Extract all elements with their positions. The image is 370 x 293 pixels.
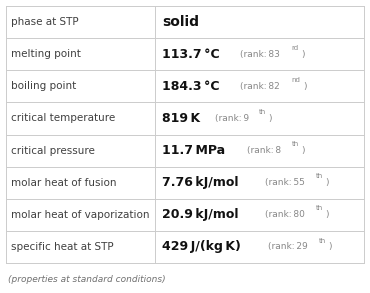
Text: (rank: 9: (rank: 9 bbox=[215, 114, 249, 123]
Text: 819 K: 819 K bbox=[162, 112, 200, 125]
Text: molar heat of vaporization: molar heat of vaporization bbox=[11, 210, 149, 220]
Text: critical pressure: critical pressure bbox=[11, 146, 95, 156]
Text: ): ) bbox=[303, 82, 306, 91]
Text: nd: nd bbox=[292, 77, 300, 83]
Text: (properties at standard conditions): (properties at standard conditions) bbox=[8, 275, 166, 285]
Text: 7.76 kJ/mol: 7.76 kJ/mol bbox=[162, 176, 239, 189]
Text: (rank: 80: (rank: 80 bbox=[265, 210, 305, 219]
Text: (rank: 82: (rank: 82 bbox=[240, 82, 280, 91]
Text: 429 J/(kg K): 429 J/(kg K) bbox=[162, 241, 241, 253]
Text: ): ) bbox=[329, 242, 332, 251]
Text: (rank: 83: (rank: 83 bbox=[240, 50, 280, 59]
Text: th: th bbox=[259, 109, 266, 115]
Text: ): ) bbox=[269, 114, 272, 123]
Text: ): ) bbox=[326, 210, 329, 219]
Text: (rank: 55: (rank: 55 bbox=[265, 178, 305, 187]
Text: ): ) bbox=[301, 50, 305, 59]
Text: th: th bbox=[319, 238, 326, 243]
Text: critical temperature: critical temperature bbox=[11, 113, 115, 123]
Text: melting point: melting point bbox=[11, 49, 81, 59]
Text: th: th bbox=[316, 205, 323, 211]
Text: boiling point: boiling point bbox=[11, 81, 76, 91]
Text: (rank: 29: (rank: 29 bbox=[268, 242, 307, 251]
Text: ): ) bbox=[301, 146, 305, 155]
Text: molar heat of fusion: molar heat of fusion bbox=[11, 178, 117, 188]
Text: ): ) bbox=[326, 178, 329, 187]
Text: 20.9 kJ/mol: 20.9 kJ/mol bbox=[162, 208, 239, 221]
Text: (rank: 8: (rank: 8 bbox=[248, 146, 282, 155]
Text: th: th bbox=[292, 141, 299, 147]
Text: 113.7 °C: 113.7 °C bbox=[162, 48, 220, 61]
Text: solid: solid bbox=[162, 15, 199, 29]
Text: 184.3 °C: 184.3 °C bbox=[162, 80, 219, 93]
Text: 11.7 MPa: 11.7 MPa bbox=[162, 144, 225, 157]
Text: specific heat at STP: specific heat at STP bbox=[11, 242, 114, 252]
Text: phase at STP: phase at STP bbox=[11, 17, 79, 27]
Text: rd: rd bbox=[292, 45, 299, 51]
Text: th: th bbox=[316, 173, 323, 179]
